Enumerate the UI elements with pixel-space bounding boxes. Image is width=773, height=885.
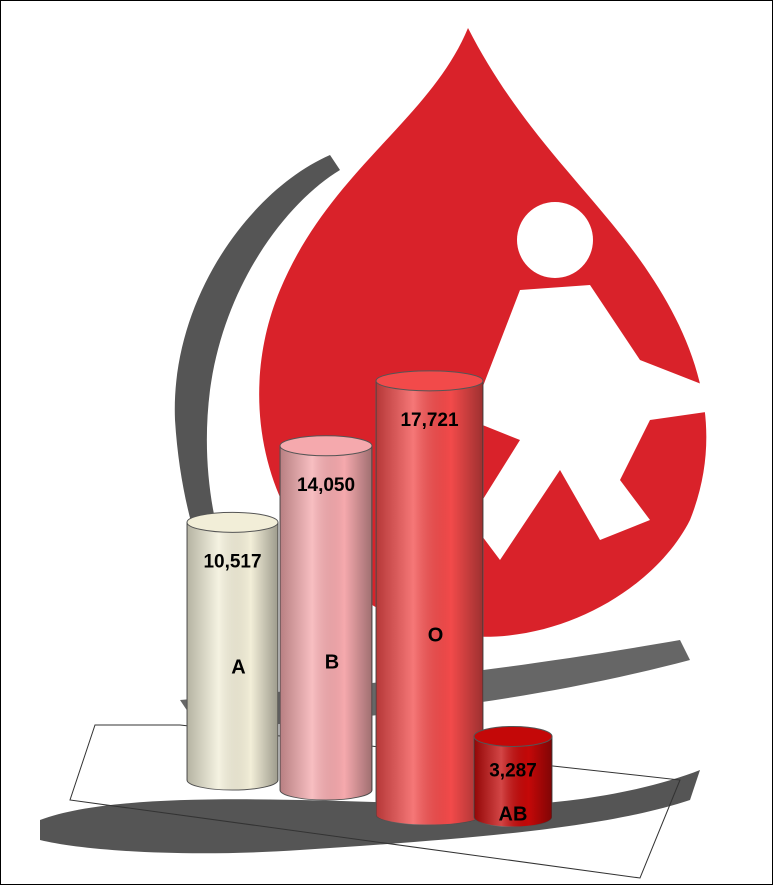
bar-shading bbox=[376, 381, 483, 825]
category-label: AB bbox=[499, 803, 528, 825]
bar-top bbox=[280, 436, 372, 456]
value-label: 14,050 bbox=[297, 475, 355, 496]
bar-top bbox=[474, 726, 552, 746]
chart: 10,517 A 14,050 B 17,721 O 3,287 AB bbox=[0, 0, 773, 885]
page: {"chart_data": {"type": "cylinder-bar", … bbox=[0, 0, 773, 885]
value-label: 3,287 bbox=[489, 760, 537, 781]
value-label: 17,721 bbox=[400, 410, 459, 431]
bar-shading bbox=[280, 446, 372, 800]
category-label: A bbox=[231, 656, 245, 678]
bar-top bbox=[187, 512, 278, 532]
bar-top bbox=[376, 371, 483, 391]
category-label: B bbox=[325, 651, 339, 673]
value-label: 10,517 bbox=[203, 551, 261, 572]
category-label: O bbox=[428, 624, 444, 646]
